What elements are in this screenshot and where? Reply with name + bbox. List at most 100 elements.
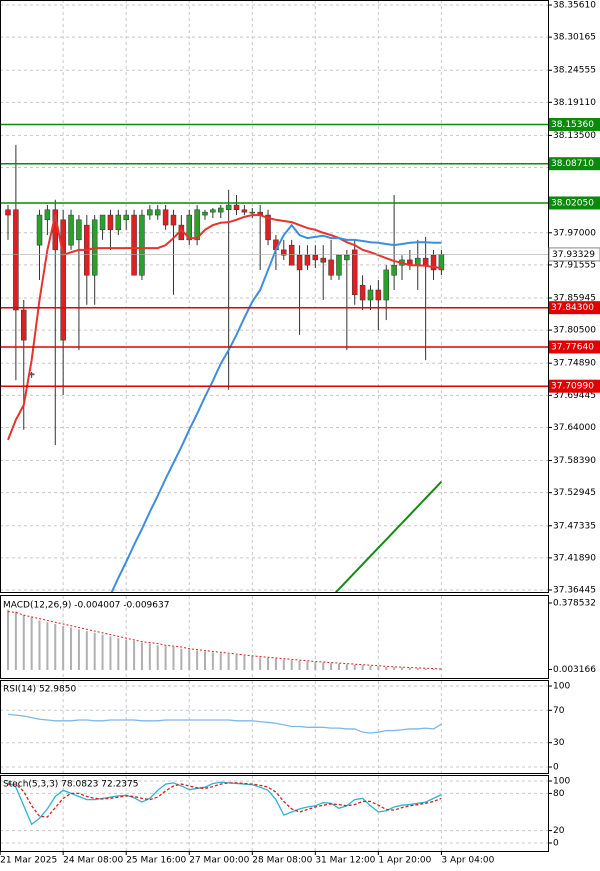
level-label: 38.08710	[551, 159, 594, 169]
macd-bar	[133, 640, 136, 670]
macd-bar	[267, 657, 270, 670]
candle-body	[344, 254, 350, 261]
candle-body	[375, 289, 382, 301]
x-tick-label: 28 Mar 08:00	[252, 856, 312, 866]
candle-body	[139, 214, 145, 276]
y-tick-label: 37.41890	[553, 553, 596, 563]
candle-body	[415, 257, 421, 266]
y-tick-label: 38.30165	[553, 33, 596, 43]
level-label: 38.02050	[551, 198, 594, 208]
level-tag	[549, 117, 600, 131]
moving-average	[7, 214, 442, 441]
candle-body	[367, 289, 374, 301]
candle-body	[351, 249, 358, 295]
indicator-line	[8, 782, 442, 818]
macd-bar	[172, 646, 175, 670]
macd-bar	[274, 658, 277, 670]
macd-title: MACD(12,26,9) -0.004007 -0.009637	[3, 601, 169, 611]
candle-body	[422, 257, 429, 266]
macd-bar	[306, 661, 309, 670]
candle-body	[225, 204, 232, 211]
macd-bar	[353, 664, 356, 670]
macd-bar	[416, 668, 419, 670]
stoch-title: Stoch(5,3,3) 78.0823 72.2375	[3, 780, 138, 790]
candle-body	[288, 244, 295, 266]
macd-bar	[361, 665, 364, 670]
macd-bar	[345, 664, 348, 670]
macd-bar	[235, 654, 238, 670]
y-tick-label: 37.74890	[553, 359, 596, 369]
macd-bar	[85, 631, 88, 670]
moving-average	[110, 223, 442, 592]
macd-bar	[227, 654, 230, 670]
macd-bar	[148, 643, 151, 670]
macd-plot	[7, 609, 443, 670]
x-tick-label: 21 Mar 2025	[0, 856, 57, 866]
macd-bar	[14, 611, 17, 670]
macd-bar	[219, 653, 222, 670]
level-label: 37.84300	[551, 303, 594, 313]
macd-bar	[440, 669, 443, 670]
candle-body	[194, 209, 200, 241]
stoch-plot	[7, 781, 442, 826]
x-tick-label: 25 Mar 16:00	[126, 856, 186, 866]
y-tick-label: 80	[553, 789, 565, 799]
y-tick-label: 37.97000	[553, 228, 596, 238]
candle-body	[44, 209, 51, 221]
y-tick-label: 0	[553, 839, 559, 849]
y-tick-label: 30	[553, 738, 565, 748]
macd-bar	[196, 650, 199, 670]
x-tick-label: 27 Mar 00:00	[189, 856, 249, 866]
candle-body	[131, 214, 137, 276]
macd-bar	[385, 666, 388, 670]
macd-bar	[7, 609, 9, 670]
y-tick-label: 37.64000	[553, 423, 596, 433]
macd-bar	[46, 622, 49, 670]
level-label: 37.77640	[551, 342, 594, 352]
candle-body	[249, 211, 256, 214]
x-tick-label: 3 Apr 04:00	[441, 856, 494, 866]
macd-bar	[109, 636, 112, 670]
candle-body	[170, 214, 177, 226]
candle-body	[233, 204, 240, 211]
signal-line	[7, 611, 442, 670]
macd-bar	[314, 662, 317, 670]
level-tag	[549, 157, 600, 171]
macd-bar	[156, 645, 159, 670]
macd-bar	[401, 667, 403, 670]
macd-bar	[322, 662, 325, 670]
candle-body	[312, 254, 319, 261]
y-tick-label: 38.35610	[553, 1, 596, 11]
macd-bar	[62, 625, 65, 670]
price-frame	[0, 0, 549, 593]
candle-body	[107, 214, 114, 231]
macd-frame	[0, 595, 549, 679]
y-tick-label: 70	[553, 706, 565, 716]
price-plot	[0, 123, 548, 592]
y-tick-label: 37.47335	[553, 521, 596, 531]
candle-body	[123, 214, 129, 221]
x-tick-label: 24 Mar 08:00	[63, 856, 123, 866]
macd-bar	[298, 660, 301, 670]
candle-body	[430, 254, 437, 271]
y-tick-label: 100	[553, 777, 570, 787]
macd-bar	[393, 667, 396, 670]
y-tick-label: 37.85945	[553, 293, 596, 303]
candle-body	[162, 209, 169, 226]
y-tick-label: 0.003166	[553, 665, 596, 675]
macd-bar	[369, 665, 372, 670]
candle-body	[296, 254, 303, 271]
level-tag	[549, 196, 600, 210]
level-label: 38.15360	[551, 120, 594, 130]
candle-body	[281, 249, 287, 256]
macd-bar	[408, 667, 411, 670]
macd-bar	[125, 639, 128, 670]
candle-body	[99, 214, 106, 231]
macd-bar	[243, 655, 246, 670]
stoch-frame	[0, 775, 549, 852]
y-tick-label: 0	[553, 763, 559, 773]
y-tick-label: 20	[553, 826, 565, 836]
y-tick-label: 37.58390	[553, 456, 596, 466]
macd-bar	[164, 646, 167, 670]
